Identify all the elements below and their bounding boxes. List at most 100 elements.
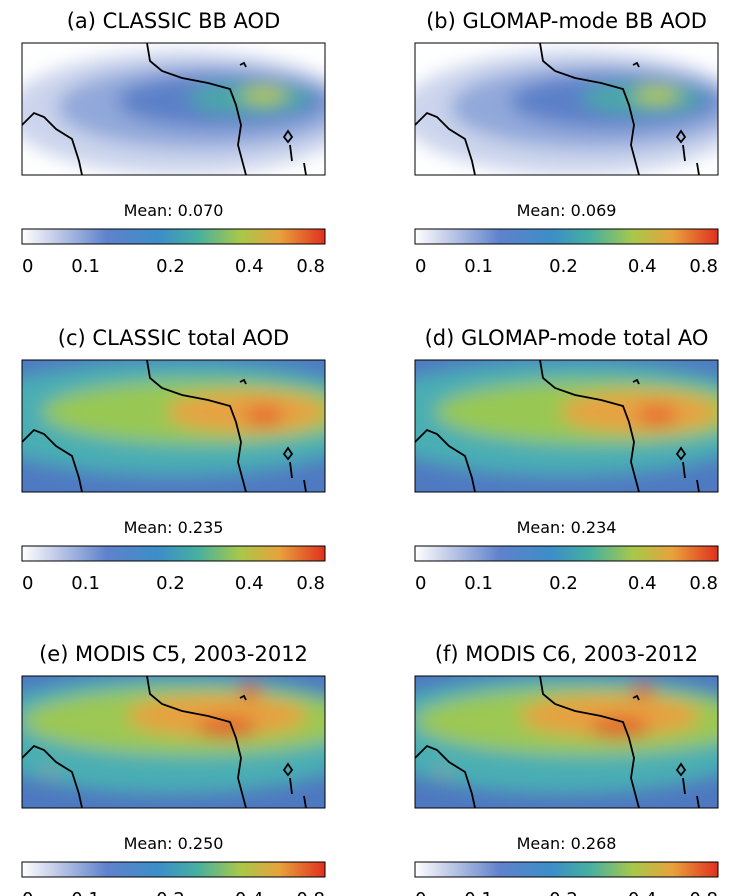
aod-field	[415, 360, 718, 476]
aod-blob	[240, 86, 288, 104]
lake	[289, 777, 307, 808]
aod-field	[22, 676, 325, 794]
aod-blob	[238, 684, 262, 696]
coastline	[146, 676, 247, 808]
colorbar-tick-label: 0	[415, 573, 426, 594]
panel: (c) CLASSIC total AOD Mean: 0.235 0 0.1 0.2 0…	[21, 326, 326, 594]
colorbar-tick-label: 0.1	[71, 889, 100, 896]
colorbar	[414, 545, 719, 562]
aod-blob	[244, 405, 284, 427]
panel: (a) CLASSIC BB AOD Mean: 0.070 0 0.1 0.2 0.4 0…	[21, 9, 326, 277]
lake	[282, 762, 294, 777]
map-field	[415, 676, 718, 808]
colorbar-tick-label: 0	[415, 256, 426, 277]
aod-blob	[197, 718, 257, 738]
map-field	[22, 676, 325, 808]
colorbar	[414, 228, 719, 245]
lake	[239, 378, 247, 385]
lake	[282, 446, 294, 461]
colorbar-tick-label: 0.2	[549, 573, 578, 594]
colorbar	[21, 545, 326, 562]
colorbar-tick-label: 0.1	[464, 889, 493, 896]
colorbar-tick-label: 0.2	[156, 889, 185, 896]
map-field	[22, 43, 325, 175]
map-frame	[21, 675, 326, 809]
aod-field	[22, 51, 325, 175]
colorbar	[21, 228, 326, 245]
map	[414, 675, 719, 809]
mean-label: Mean: 0.268	[517, 834, 617, 853]
coastline	[539, 43, 640, 175]
mean-label: Mean: 0.069	[517, 201, 617, 220]
coastline	[146, 43, 247, 175]
map-frame	[21, 42, 326, 176]
panel-title: (d) GLOMAP-mode total AO	[425, 326, 709, 350]
coastline	[539, 360, 640, 492]
mean-label: Mean: 0.235	[124, 518, 224, 537]
colorbar-tick-label: 0.1	[464, 573, 493, 594]
aod-blob	[520, 696, 700, 736]
panel: (b) GLOMAP-mode BB AOD Mean: 0.069 0 0.1 0.2…	[414, 9, 719, 277]
colorbar-tick-label: 0.2	[156, 573, 185, 594]
colorbar-tick-label: 0.8	[689, 889, 718, 896]
aod-field	[415, 676, 718, 794]
lake	[289, 461, 307, 492]
map-frame	[21, 359, 326, 493]
map-field	[415, 43, 718, 175]
aod-blob	[633, 86, 681, 104]
lake	[239, 694, 247, 701]
colorbar-tick-label: 0.8	[296, 573, 325, 594]
panel-title: (f) MODIS C6, 2003-2012	[435, 642, 698, 666]
colorbar-tick-label: 0.8	[689, 256, 718, 277]
aod-blob	[637, 405, 677, 427]
lake	[632, 694, 640, 701]
lake	[675, 762, 687, 777]
map	[414, 42, 719, 176]
map	[21, 42, 326, 176]
aod-blob	[590, 718, 650, 738]
lake	[632, 378, 640, 385]
map	[21, 359, 326, 493]
lake	[682, 777, 700, 808]
colorbar-tick-label: 0	[22, 256, 33, 277]
coastline	[415, 111, 476, 175]
colorbar-tick-label: 0.4	[235, 256, 264, 277]
coastline	[415, 744, 476, 808]
colorbar-tick-label: 0	[415, 889, 426, 896]
coastline	[539, 676, 640, 808]
lake	[682, 461, 700, 492]
colorbar-tick-label: 0.2	[549, 256, 578, 277]
colorbar-tick-label: 0.4	[235, 889, 264, 896]
coastline	[22, 744, 83, 808]
colorbar-tick-label: 0.1	[464, 256, 493, 277]
lake	[682, 144, 700, 175]
map	[414, 359, 719, 493]
coastline	[22, 111, 83, 175]
mean-label: Mean: 0.070	[124, 201, 224, 220]
colorbar-tick-label: 0.8	[296, 889, 325, 896]
colorbar-tick-label: 0.4	[235, 573, 264, 594]
lake	[675, 446, 687, 461]
aod-blob	[127, 696, 307, 736]
panel-title: (a) CLASSIC BB AOD	[67, 9, 281, 33]
colorbar-tick-label: 0.4	[628, 889, 657, 896]
aod-field	[415, 51, 718, 175]
colorbar-tick-label: 0.4	[628, 256, 657, 277]
map-field	[22, 360, 325, 492]
lake	[282, 129, 294, 144]
map-field	[415, 360, 718, 492]
aod-blob	[439, 769, 447, 775]
panel-title: (c) CLASSIC total AOD	[58, 326, 289, 350]
colorbar-tick-label: 0.8	[296, 256, 325, 277]
mean-label: Mean: 0.234	[517, 518, 617, 537]
colorbar-tick-label: 0.4	[628, 573, 657, 594]
panel: (e) MODIS C5, 2003-2012 Mean: 0.250 0 0.1 0.…	[21, 642, 326, 896]
lake	[289, 144, 307, 175]
aod-field	[22, 360, 325, 476]
colorbar-tick-label: 0	[22, 889, 33, 896]
colorbar-tick-label: 0	[22, 573, 33, 594]
lake	[239, 61, 247, 68]
colorbar-tick-label: 0.2	[549, 889, 578, 896]
map-frame	[414, 675, 719, 809]
colorbar	[414, 861, 719, 878]
